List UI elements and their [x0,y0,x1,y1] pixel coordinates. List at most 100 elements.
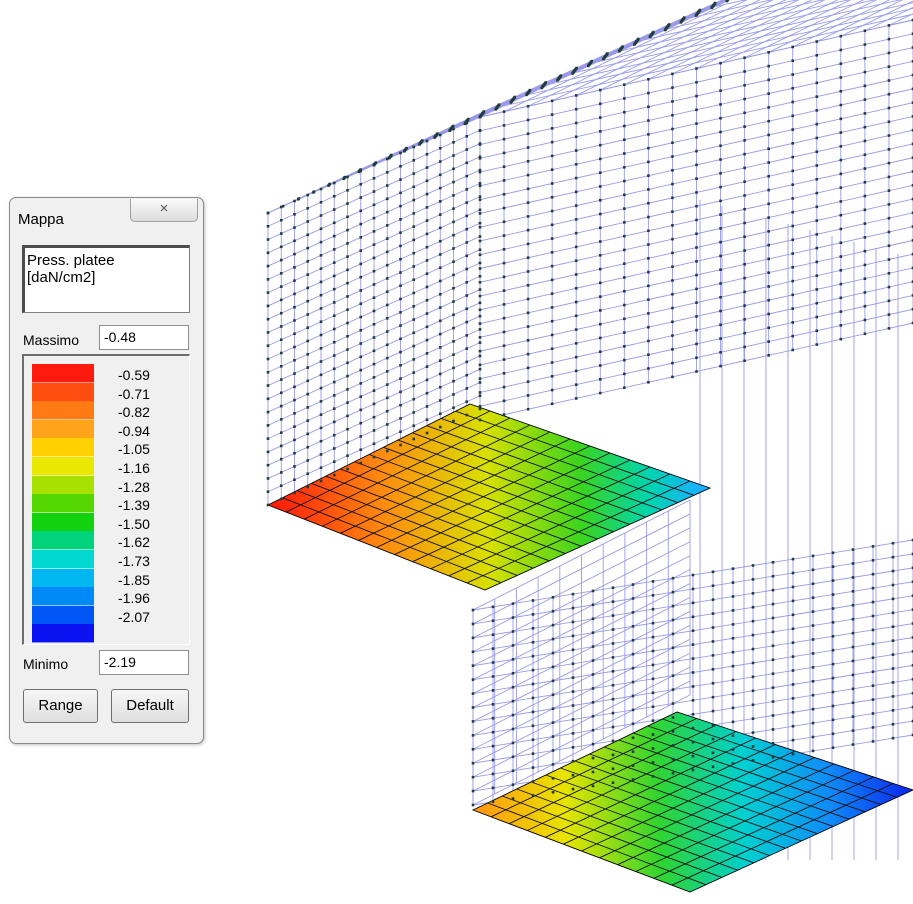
mesh-node [280,392,283,395]
mesh-node [359,276,362,279]
mesh-node [864,250,867,253]
mesh-node [623,235,626,238]
mesh-node [358,171,361,174]
mesh-node [672,619,675,622]
mesh-node [280,246,283,249]
mesh-node [280,352,283,355]
mesh-node [852,729,855,732]
mesh-node [767,354,770,357]
mesh-node [671,334,674,337]
mesh-node [342,177,345,180]
mesh-node [732,623,735,626]
mesh-node [293,266,296,269]
mesh-node [479,129,482,132]
mesh-node [306,287,309,290]
mesh-node [864,57,867,60]
legend-swatch [32,401,94,420]
mesh-node [888,176,891,179]
mesh-node [888,258,891,261]
max-value-field[interactable]: -0.48 [99,325,189,350]
mesh-node [719,310,722,313]
mesh-node [592,743,595,746]
mesh-node [492,759,495,762]
mesh-node [472,720,475,723]
mesh-node [888,65,891,68]
mesh-node [712,738,715,741]
mesh-node [399,404,402,407]
mesh-node [439,227,442,230]
mesh-node [527,284,530,287]
mesh-node [572,649,575,652]
min-value-field[interactable]: -2.19 [99,650,189,675]
mesh-node [465,387,468,390]
mesh-node [333,460,336,463]
mesh-node [888,189,891,192]
default-button[interactable]: Default [111,689,189,723]
mesh-node [864,209,867,212]
mesh-node [719,365,722,368]
mesh-node [695,122,698,125]
mesh-node [439,280,442,283]
mesh-node [465,268,468,271]
mesh-node [293,319,296,322]
mesh-node [386,224,389,227]
mesh-node [612,642,615,645]
mesh-node [465,281,468,284]
mesh-node [840,269,843,272]
mesh-node [592,673,595,676]
mesh-node [439,399,442,402]
mesh-node [426,286,429,289]
mesh-node [306,472,309,475]
mesh-node [812,569,815,572]
mesh-node [512,644,515,647]
mesh-node [599,240,602,243]
mesh-node [552,763,555,766]
mesh-node [892,667,895,670]
mesh-node [412,411,415,414]
legend-tick-label: -0.94 [118,424,150,438]
mesh-node [412,265,415,268]
mesh-node [647,257,650,260]
mesh-node [840,228,843,231]
mesh-node [572,774,575,777]
mesh-node [671,169,674,172]
mesh-node [293,279,296,282]
mesh-node [592,590,595,593]
mesh-node [280,458,283,461]
mesh-node [479,198,482,201]
mesh-node [439,426,442,429]
mesh-node [592,757,595,760]
mesh-node [864,29,867,32]
mesh-node [306,194,309,197]
mesh-node [479,309,482,312]
mesh-node [772,603,775,606]
mesh-node [479,222,482,225]
mesh-node [692,657,695,660]
mesh-node [726,0,729,2]
mesh-node [575,273,578,276]
mesh-node [572,718,575,721]
mesh-node [732,679,735,682]
mesh-node [479,182,482,185]
mesh-node [280,405,283,408]
mesh-node [732,665,735,668]
mesh-node [472,609,475,612]
mesh-node [575,259,578,262]
close-button[interactable]: × [130,199,198,222]
range-button[interactable]: Range [23,689,98,723]
mesh-node [815,329,818,332]
mesh-node [612,600,615,603]
mesh-node [306,234,309,237]
mesh-node [815,343,818,346]
mesh-node [532,780,535,783]
mesh-node [472,804,475,807]
mesh-node [832,705,835,708]
mesh-node [426,392,429,395]
mesh-node [743,70,746,73]
mesh-node [492,787,495,790]
mesh-node [293,386,296,389]
mesh-node [492,717,495,720]
mesh-node [864,71,867,74]
mesh-node [373,363,376,366]
mesh-node [791,225,794,228]
